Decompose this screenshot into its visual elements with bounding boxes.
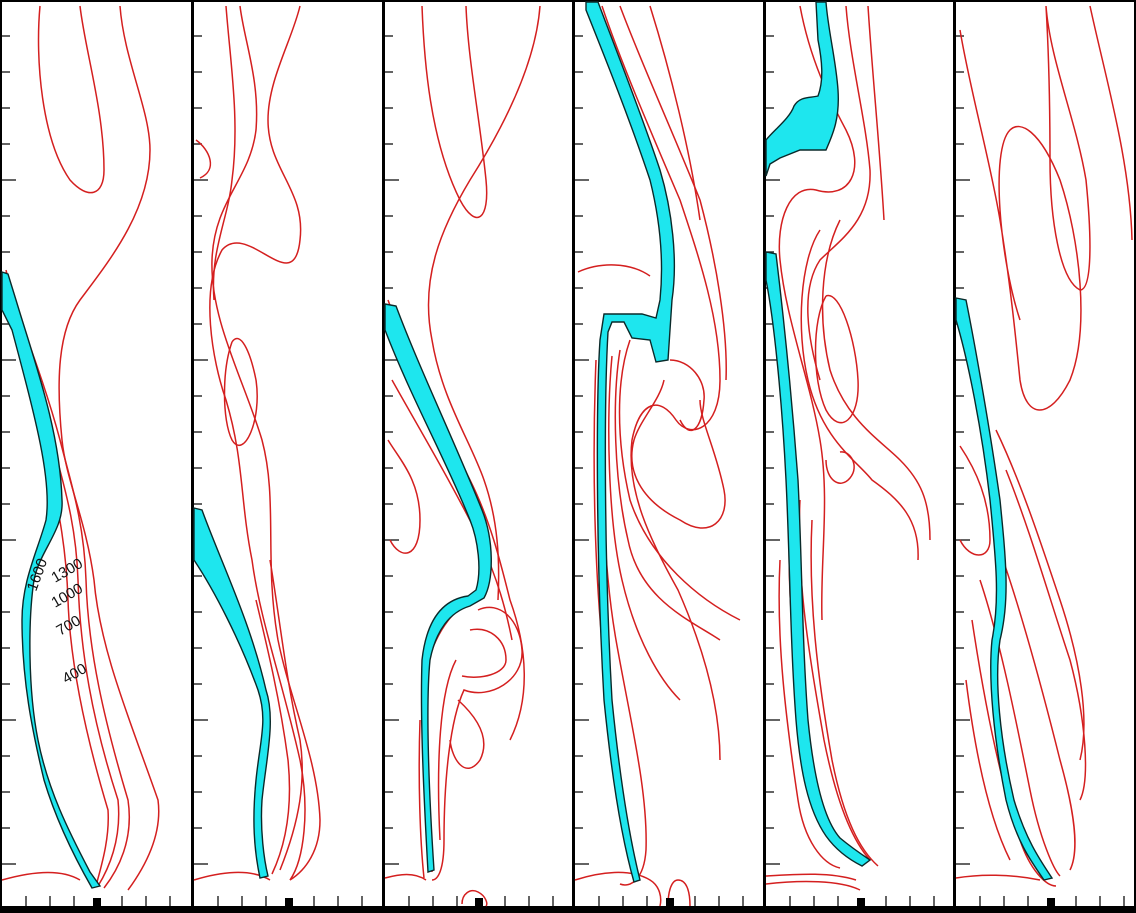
panel-5-flame-zone — [765, 1, 840, 177]
panel-2-burner — [285, 898, 293, 906]
panel-5-background — [766, 2, 953, 906]
panel-2 — [193, 2, 382, 906]
panel-2-flame-zone — [193, 507, 271, 879]
panel-1-flame-zone — [1, 271, 102, 889]
panel-5-flame-zone-lower — [765, 251, 872, 867]
panel-6-burner — [1047, 898, 1055, 906]
panel-3-burner — [475, 898, 483, 906]
panel-3-background — [385, 2, 572, 906]
panel-1-ticks — [2, 35, 171, 906]
panel-2-ticks — [194, 35, 363, 906]
panel-4-ticks — [575, 35, 744, 906]
panel-2-isotherms — [193, 5, 321, 881]
panel-4 — [574, 1, 763, 907]
panel-5-burner — [857, 898, 865, 906]
panel-3-flame-zone — [384, 303, 492, 873]
panel-1-burner — [93, 898, 101, 906]
panel-5 — [765, 1, 953, 906]
panel-1: 1600 1300 1000 700 400 — [1, 2, 191, 906]
panel-6 — [955, 2, 1134, 906]
panel-6-flame-zone — [955, 297, 1054, 881]
panel-4-burner — [666, 898, 674, 906]
panel-4-background — [575, 2, 763, 906]
panel-4-flame-zone — [585, 1, 676, 883]
panel-2-background — [194, 2, 382, 906]
panel-5-ticks — [766, 35, 935, 906]
panel-1-background — [2, 2, 191, 906]
panel-3 — [384, 2, 572, 907]
